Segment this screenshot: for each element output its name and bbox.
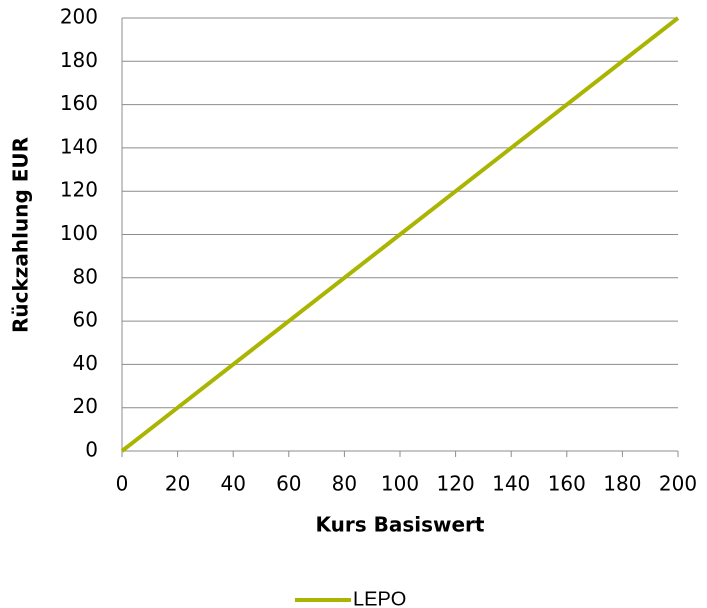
y-tick-label: 180 <box>60 48 98 72</box>
x-tick-label: 40 <box>220 472 245 496</box>
series-line <box>120 16 680 453</box>
x-tick-label: 120 <box>437 472 475 496</box>
x-tick-label: 20 <box>165 472 190 496</box>
y-tick-label: 160 <box>60 91 98 115</box>
y-tick-label: 200 <box>60 5 98 29</box>
x-tick-label: 60 <box>276 472 301 496</box>
x-tick-label: 140 <box>492 472 530 496</box>
x-tick-label: 200 <box>659 472 697 496</box>
x-tick-label: 0 <box>116 472 129 496</box>
x-tick-label: 180 <box>603 472 641 496</box>
y-tick-label: 100 <box>60 221 98 245</box>
x-tick-label: 100 <box>381 472 419 496</box>
y-tick-label: 60 <box>73 308 98 332</box>
y-tick-label: 0 <box>85 438 98 462</box>
y-tick-label: 40 <box>73 351 98 375</box>
y-tick-label: 140 <box>60 134 98 158</box>
x-tick-label: 160 <box>548 472 586 496</box>
y-tick-label: 120 <box>60 178 98 202</box>
y-tick-label: 20 <box>73 394 98 418</box>
legend-label: LEPO <box>353 588 406 608</box>
x-axis-title: Kurs Basiswert <box>316 513 485 537</box>
y-tick-label: 80 <box>73 264 98 288</box>
y-axis-title: Rückzahlung EUR <box>9 137 33 333</box>
x-tick-label: 80 <box>332 472 357 496</box>
